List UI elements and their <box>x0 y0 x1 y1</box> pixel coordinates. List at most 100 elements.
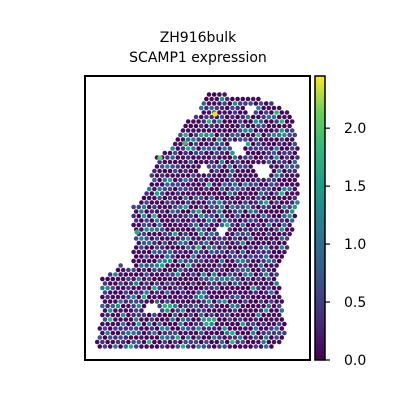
expression-spot <box>269 254 274 259</box>
expression-spot <box>149 227 155 232</box>
expression-spot <box>261 267 266 273</box>
expression-spot <box>282 213 287 219</box>
expression-spot <box>248 119 253 124</box>
expression-spot <box>162 330 168 336</box>
expression-spot <box>191 146 196 151</box>
expression-spot <box>149 317 155 322</box>
expression-spot <box>178 159 183 165</box>
expression-spot <box>261 303 266 309</box>
expression-spot <box>282 114 287 120</box>
expression-spot <box>172 240 178 246</box>
expression-spot <box>201 308 207 313</box>
expression-spot <box>165 281 170 286</box>
expression-spot <box>287 222 292 228</box>
expression-spot <box>209 213 214 219</box>
expression-spot <box>204 303 209 309</box>
expression-spot <box>222 164 227 169</box>
expression-spot <box>170 191 175 196</box>
expression-spot <box>232 308 238 313</box>
expression-spot <box>167 177 173 183</box>
expression-spot <box>219 186 225 192</box>
expression-spot <box>266 285 272 291</box>
expression-spot <box>110 285 116 291</box>
expression-spot <box>282 195 287 201</box>
expression-spot <box>261 186 266 192</box>
expression-spot <box>276 114 282 120</box>
expression-spot <box>269 191 274 196</box>
expression-spot <box>157 312 162 318</box>
expression-spot <box>284 155 290 160</box>
expression-spot <box>209 159 214 165</box>
expression-spot <box>235 294 240 300</box>
expression-spot <box>139 299 144 304</box>
expression-spot <box>211 263 217 268</box>
expression-spot <box>183 168 188 174</box>
expression-spot <box>258 263 264 268</box>
expression-spot <box>149 335 155 340</box>
expression-spot <box>144 191 149 196</box>
expression-spot <box>217 263 222 268</box>
expression-spot <box>211 290 217 295</box>
expression-spot <box>146 276 152 282</box>
expression-spot <box>170 164 175 169</box>
colorbar-tick-label: 2.0 <box>344 121 366 137</box>
expression-spot <box>172 330 178 336</box>
expression-spot <box>224 222 230 228</box>
expression-spot <box>214 222 220 228</box>
expression-spot <box>258 101 264 106</box>
expression-spot <box>157 168 162 174</box>
expression-spot <box>136 330 142 336</box>
expression-spot <box>201 173 207 178</box>
expression-spot <box>149 182 155 187</box>
expression-spot <box>256 339 261 345</box>
expression-spot <box>240 114 246 120</box>
expression-spot <box>180 191 186 196</box>
expression-spot <box>214 177 220 183</box>
expression-spot <box>224 186 230 192</box>
expression-spot <box>185 164 191 169</box>
expression-spot <box>253 308 259 313</box>
expression-spot <box>222 317 227 322</box>
expression-spot <box>175 182 181 187</box>
expression-spot <box>188 276 194 282</box>
expression-spot <box>261 123 266 129</box>
expression-spot <box>253 263 259 268</box>
expression-spot <box>266 303 272 309</box>
expression-spot <box>282 141 287 147</box>
expression-spot <box>115 285 121 291</box>
expression-spot <box>170 299 175 304</box>
expression-spot <box>284 182 290 187</box>
expression-spot <box>206 308 212 313</box>
expression-spot <box>206 254 212 259</box>
expression-spot <box>279 254 285 259</box>
expression-spot <box>154 317 160 322</box>
expression-spot <box>243 218 248 223</box>
expression-spot <box>227 146 233 151</box>
expression-spot <box>120 312 126 318</box>
expression-spot <box>159 245 165 250</box>
expression-spot <box>185 281 191 286</box>
expression-spot <box>175 146 181 151</box>
expression-spot <box>178 312 183 318</box>
expression-spot <box>152 177 157 183</box>
expression-spot <box>152 204 157 210</box>
expression-spot <box>258 119 264 124</box>
expression-spot <box>263 110 269 115</box>
expression-spot <box>271 321 277 327</box>
expression-spot <box>224 168 230 174</box>
expression-spot <box>206 191 212 196</box>
expression-spot <box>154 344 160 349</box>
expression-spot <box>178 213 183 219</box>
expression-spot <box>193 258 199 264</box>
expression-spot <box>224 213 230 219</box>
expression-spot <box>219 330 225 336</box>
expression-spot <box>191 227 196 232</box>
expression-spot <box>165 344 170 349</box>
expression-spot <box>141 321 147 327</box>
expression-spot <box>198 159 204 165</box>
expression-spot <box>235 339 240 345</box>
expression-spot <box>263 272 269 277</box>
expression-spot <box>240 321 246 327</box>
expression-spot <box>172 339 178 345</box>
expression-spot <box>191 263 196 268</box>
